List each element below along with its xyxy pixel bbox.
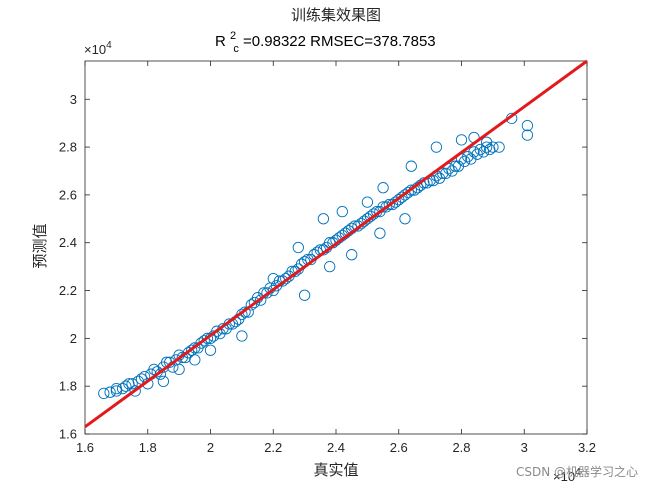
scatter-point — [474, 143, 486, 156]
scatter-point — [173, 363, 185, 376]
scatter-point — [211, 325, 223, 337]
y-multiplier-exponent: 4 — [106, 40, 112, 51]
scatter-point — [324, 260, 336, 273]
scatter-point — [110, 385, 123, 397]
y-tick-label: 2 — [70, 331, 77, 346]
scatter-point — [204, 344, 217, 356]
scatter-point — [377, 182, 389, 194]
scatter-point — [468, 146, 480, 158]
scatter-point — [383, 198, 395, 211]
x-tick-label: 2 — [207, 440, 214, 455]
scatter-point — [430, 141, 443, 153]
x-tick-label: 3 — [521, 440, 528, 455]
scatter-point — [248, 296, 261, 309]
scatter-point — [405, 184, 417, 196]
y-axis-label: 预测值 — [31, 223, 49, 268]
scatter-point — [98, 387, 110, 400]
scatter-point — [480, 141, 493, 153]
scatter-point — [129, 385, 141, 397]
scatter-point — [236, 308, 248, 321]
scatter-point — [123, 378, 135, 390]
scatter-point — [521, 129, 534, 141]
y-tick-label: 2.4 — [59, 235, 77, 250]
scatter-point — [239, 306, 251, 318]
scatter-point — [493, 141, 505, 153]
scatter-point — [104, 386, 116, 398]
scatter-point — [336, 205, 348, 218]
scatter-point — [449, 160, 461, 172]
scatter-point — [374, 227, 386, 239]
plot-area: 1.6 1.8 2 2.2 2.4 2.6 2.8 3 3.2 1.6 1.8 2 2.2 2.4 2.6… — [59, 59, 596, 455]
y-tick-label: 1.8 — [59, 379, 77, 394]
scatter-point — [317, 213, 330, 225]
scatter-point — [292, 241, 304, 254]
scatter-point — [346, 249, 358, 261]
x-axis-multiplier: ×104 — [553, 467, 581, 484]
scatter-point — [189, 354, 201, 366]
scatter-point — [236, 330, 248, 342]
x-tick-label: 1.6 — [76, 440, 94, 455]
x-tick-label: 3.2 — [578, 440, 596, 455]
scatter-point — [405, 160, 417, 172]
y-axis: 1.6 1.8 2 2.2 2.4 2.6 2.8 3 — [59, 92, 587, 442]
scatter-point — [402, 186, 414, 199]
reference-line — [84, 59, 588, 429]
scatter-point — [157, 375, 170, 388]
scatter-point — [399, 213, 411, 225]
x-multiplier-exponent: 4 — [575, 467, 581, 478]
y-tick-label: 1.6 — [59, 427, 77, 442]
scatter-point — [245, 299, 257, 311]
scatter-point — [393, 194, 405, 206]
subtitle-r-subscript: c — [233, 43, 239, 55]
x-axis-label: 真实值 — [313, 461, 358, 479]
y-tick-label: 3 — [70, 92, 77, 107]
scatter-point — [267, 272, 279, 285]
scatter-point — [380, 201, 392, 213]
x-tick-label: 2.2 — [264, 440, 282, 455]
x-multiplier-base: ×10 — [553, 469, 575, 484]
scatter-point — [201, 332, 214, 345]
y-tick-label: 2.2 — [59, 283, 77, 298]
scatter-point — [110, 382, 123, 395]
y-tick-label: 2.6 — [59, 187, 77, 202]
y-multiplier-base: ×10 — [84, 42, 106, 57]
scatter-point — [255, 294, 267, 306]
x-tick-label: 1.8 — [139, 440, 157, 455]
scatter-point — [280, 272, 292, 285]
x-tick-label: 2.4 — [327, 440, 345, 455]
subtitle-metrics: =0.98322 RMSEC=378.7853 — [243, 33, 436, 50]
chart-subtitle: R 2 c =0.98322 RMSEC=378.7853 — [215, 26, 436, 56]
scatter-point — [298, 289, 311, 301]
scatter-point — [480, 136, 493, 148]
scatter-point — [455, 134, 468, 146]
scatter-point — [261, 287, 273, 299]
chart-title: 训练集效果图 — [291, 6, 381, 24]
x-tick-label: 2.6 — [390, 440, 408, 455]
scatter-point — [521, 119, 534, 132]
y-tick-label: 2.8 — [59, 140, 77, 155]
x-tick-label: 2.8 — [452, 440, 470, 455]
scatter-point — [198, 335, 210, 347]
subtitle-r-superscript: 2 — [230, 30, 236, 42]
x-axis: 1.6 1.8 2 2.2 2.4 2.6 2.8 3 3.2 — [76, 61, 596, 455]
subtitle-r: R — [215, 33, 226, 50]
y-axis-multiplier: ×104 — [84, 40, 112, 57]
scatter-point — [267, 284, 279, 297]
watermark: CSDN @机器学习之心 — [516, 464, 638, 479]
scatter-point — [361, 196, 374, 208]
scatter-point — [126, 378, 138, 390]
